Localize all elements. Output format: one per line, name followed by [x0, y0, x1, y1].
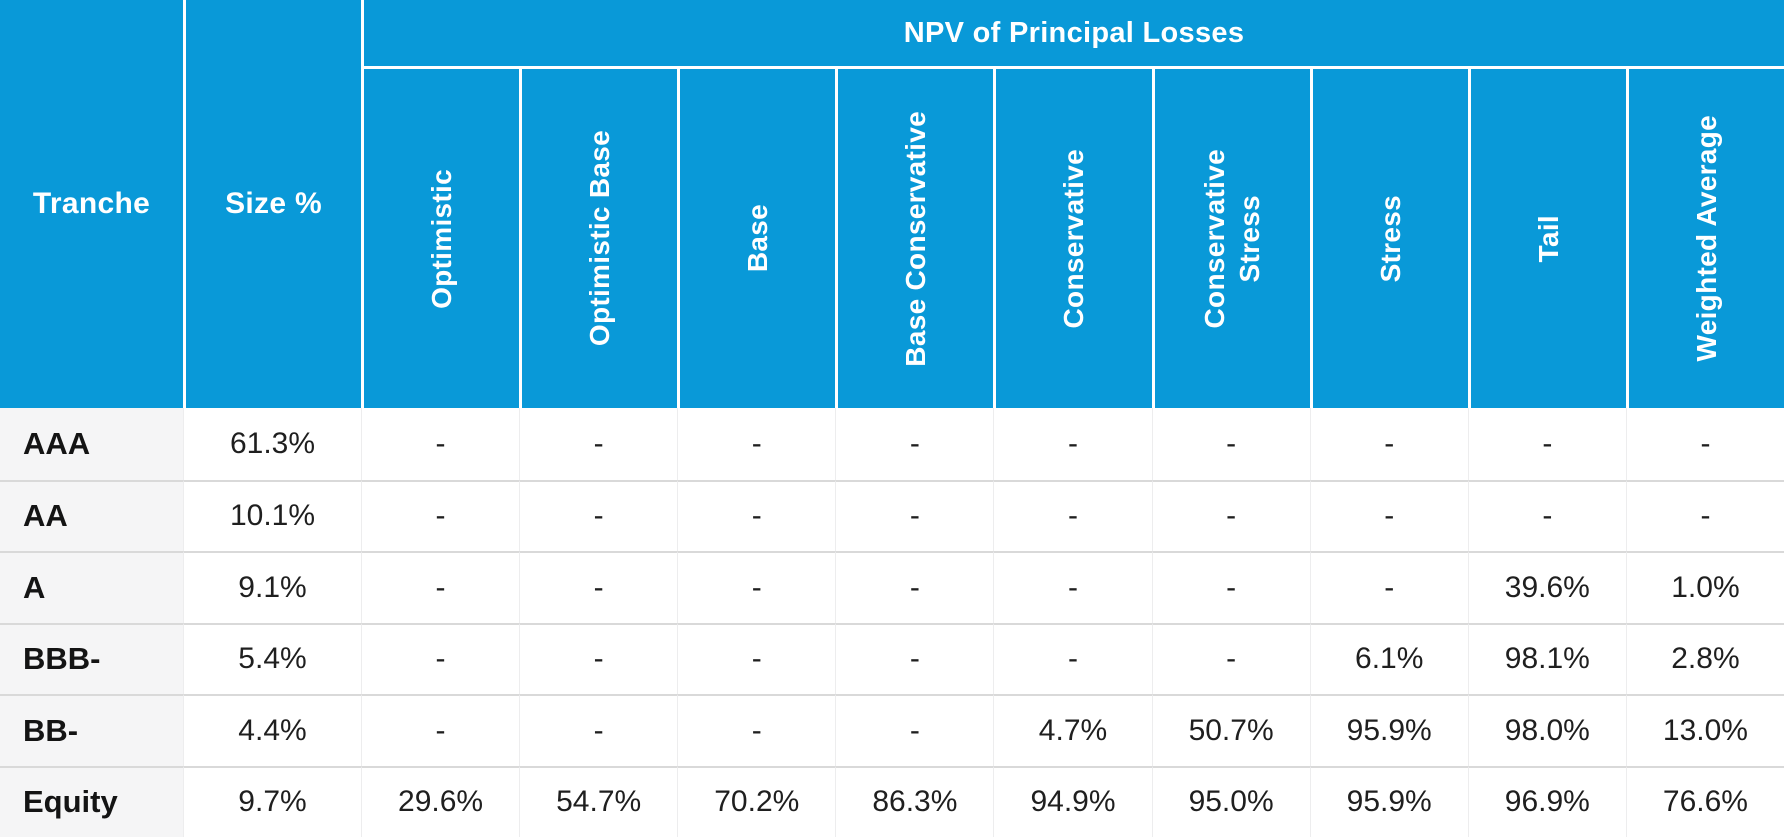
- size-cell: 9.7%: [183, 765, 361, 837]
- value-cell: -: [519, 622, 678, 694]
- npv-group-header: NPV of Principal Losses: [361, 0, 1784, 66]
- value-cell: -: [677, 694, 836, 766]
- value-cell: -: [361, 694, 520, 766]
- scenario-header-conservative: Conservative: [993, 66, 1152, 408]
- scenario-header-optimistic-base: Optimistic Base: [519, 66, 678, 408]
- scenario-header-label: Optimistic Base: [584, 130, 616, 347]
- size-cell: 5.4%: [183, 622, 361, 694]
- value-cell: 94.9%: [993, 765, 1152, 837]
- value-cell: 29.6%: [361, 765, 520, 837]
- size-cell: 10.1%: [183, 479, 361, 551]
- size-cell: 9.1%: [183, 551, 361, 623]
- value-cell: -: [1467, 408, 1626, 480]
- value-cell: 39.6%: [1467, 551, 1626, 623]
- value-cell: 98.1%: [1467, 622, 1626, 694]
- value-cell: -: [1309, 408, 1468, 480]
- value-cell: -: [1625, 408, 1784, 480]
- value-cell: -: [519, 694, 678, 766]
- scenario-header-weighted-average: Weighted Average: [1625, 66, 1784, 408]
- value-cell: 54.7%: [519, 765, 678, 837]
- value-cell: 50.7%: [1151, 694, 1310, 766]
- value-cell: -: [993, 622, 1152, 694]
- value-cell: -: [993, 479, 1152, 551]
- value-cell: -: [361, 479, 520, 551]
- value-cell: -: [361, 551, 520, 623]
- value-cell: -: [1151, 479, 1310, 551]
- scenario-header-label: Optimistic: [426, 168, 458, 309]
- scenario-header-tail: Tail: [1467, 66, 1626, 408]
- value-cell: -: [677, 408, 836, 480]
- tranche-cell-bb-minus: BB-: [0, 694, 183, 766]
- value-cell: -: [519, 408, 678, 480]
- value-cell: -: [835, 622, 994, 694]
- value-cell: 76.6%: [1625, 765, 1784, 837]
- value-cell: -: [835, 551, 994, 623]
- value-cell: -: [835, 408, 994, 480]
- value-cell: -: [993, 408, 1152, 480]
- value-cell: -: [1151, 622, 1310, 694]
- value-cell: -: [1309, 551, 1468, 623]
- value-cell: -: [1151, 408, 1310, 480]
- value-cell: -: [835, 694, 994, 766]
- tranche-cell-a: A: [0, 551, 183, 623]
- tranche-cell-aaa: AAA: [0, 408, 183, 480]
- value-cell: -: [1151, 551, 1310, 623]
- tranche-cell-bbb-minus: BBB-: [0, 622, 183, 694]
- value-cell: -: [361, 408, 520, 480]
- value-cell: -: [361, 622, 520, 694]
- value-cell: -: [993, 551, 1152, 623]
- scenario-header-base-conservative: Base Conservative: [835, 66, 994, 408]
- tranche-column-header: Tranche: [0, 0, 183, 408]
- scenario-header-base: Base: [677, 66, 836, 408]
- value-cell: 2.8%: [1625, 622, 1784, 694]
- tranche-cell-equity: Equity: [0, 765, 183, 837]
- scenario-header-label: Conservative Stress: [1199, 148, 1266, 329]
- value-cell: 98.0%: [1467, 694, 1626, 766]
- scenario-header-label: Weighted Average: [1690, 115, 1722, 362]
- scenario-header-stress: Stress: [1309, 66, 1468, 408]
- value-cell: -: [835, 479, 994, 551]
- value-cell: 96.9%: [1467, 765, 1626, 837]
- value-cell: 86.3%: [835, 765, 994, 837]
- size-column-header: Size %: [183, 0, 361, 408]
- value-cell: 4.7%: [993, 694, 1152, 766]
- value-cell: 6.1%: [1309, 622, 1468, 694]
- value-cell: -: [677, 622, 836, 694]
- value-cell: -: [677, 479, 836, 551]
- scenario-header-conservative-stress: Conservative Stress: [1151, 66, 1310, 408]
- scenario-header-label: Stress: [1374, 194, 1406, 283]
- value-cell: 13.0%: [1625, 694, 1784, 766]
- size-cell: 4.4%: [183, 694, 361, 766]
- value-cell: 95.0%: [1151, 765, 1310, 837]
- value-cell: 95.9%: [1309, 765, 1468, 837]
- value-cell: -: [1467, 479, 1626, 551]
- scenario-header-label: Base Conservative: [900, 110, 932, 367]
- size-cell: 61.3%: [183, 408, 361, 480]
- value-cell: -: [519, 479, 678, 551]
- value-cell: 1.0%: [1625, 551, 1784, 623]
- value-cell: -: [677, 551, 836, 623]
- scenario-header-label: Tail: [1532, 214, 1564, 263]
- tranche-cell-aa: AA: [0, 479, 183, 551]
- value-cell: -: [1625, 479, 1784, 551]
- scenario-header-optimistic: Optimistic: [361, 66, 520, 408]
- value-cell: 70.2%: [677, 765, 836, 837]
- value-cell: -: [1309, 479, 1468, 551]
- scenario-header-label: Conservative: [1058, 148, 1090, 329]
- scenario-header-label: Base: [742, 204, 774, 273]
- value-cell: -: [519, 551, 678, 623]
- value-cell: 95.9%: [1309, 694, 1468, 766]
